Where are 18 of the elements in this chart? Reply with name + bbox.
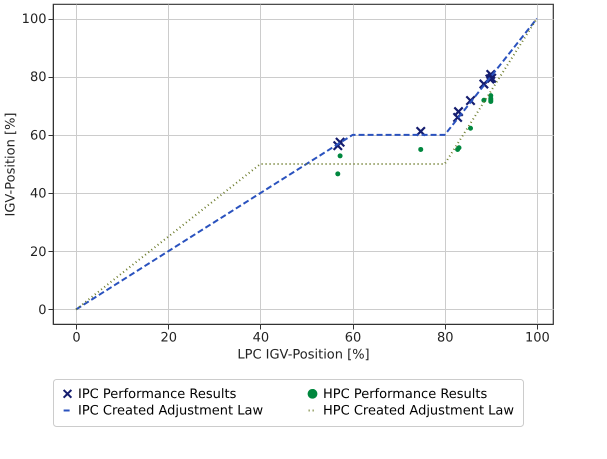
legend-label: IPC Created Adjustment Law — [78, 404, 264, 418]
x-tick-label: 100 — [524, 330, 550, 346]
y-tick-label: 20 — [30, 244, 46, 260]
y-tick-label: 80 — [30, 70, 46, 86]
legend-label: HPC Created Adjustment Law — [323, 404, 514, 418]
x-axis-title: LPC IGV-Position [%] — [237, 348, 370, 362]
y-tick-label: 60 — [30, 128, 46, 144]
y-tick-label: 100 — [22, 12, 46, 28]
x-tick-label: 80 — [436, 330, 454, 346]
x-tick-label: 60 — [344, 330, 362, 346]
y-axis-title: IGV-Position [%] — [4, 112, 19, 216]
y-tick-label: 0 — [38, 302, 46, 318]
x-tick-label: 0 — [72, 330, 81, 346]
legend-label: HPC Performance Results — [323, 386, 488, 402]
legend-label: IPC Performance Results — [78, 386, 237, 402]
x-tick-label: 20 — [160, 330, 177, 346]
y-tick-label: 40 — [30, 186, 46, 202]
x-tick-label: 40 — [252, 330, 270, 346]
